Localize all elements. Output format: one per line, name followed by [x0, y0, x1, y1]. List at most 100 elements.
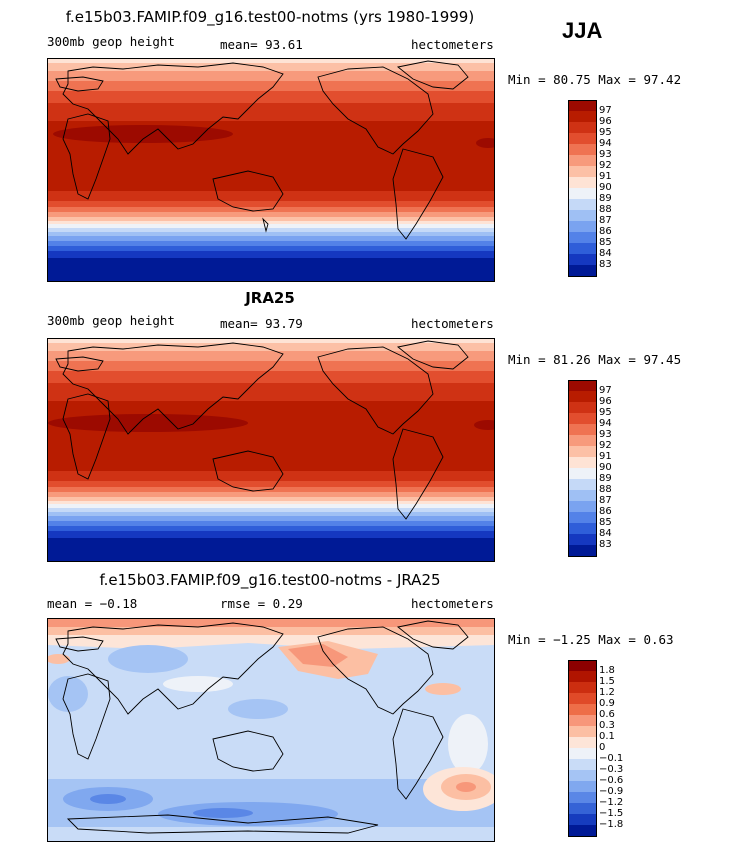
- panel-2-colorbar-label: 91: [599, 451, 612, 462]
- panel-1-title: f.e15b03.FAMIP.f09_g16.test00-notms (yrs…: [65, 8, 475, 26]
- panel-2-colorbar-label: 93: [599, 429, 612, 440]
- panel-2-colorbar-label: 86: [599, 506, 612, 517]
- panel-2-colorbar-swatch: [568, 380, 597, 392]
- panel-1-colorbar-label: 94: [599, 138, 612, 149]
- panel-3-mean-label: mean = −0.18: [47, 596, 138, 611]
- panel-3-colorbar-swatch: [568, 781, 597, 792]
- panel-2-colorbar-label: 85: [599, 517, 612, 528]
- panel-3-colorbar-label: 1.8: [599, 665, 615, 676]
- panel-3-colorbar-label: 0: [599, 742, 606, 753]
- panel-3-map: [47, 618, 495, 842]
- panel-3-colorbar-label: −0.9: [599, 786, 624, 797]
- panel-3-colorbar-label: −1.5: [599, 808, 624, 819]
- panel-1-map-field: [48, 59, 494, 281]
- panel-2-title: JRA25: [245, 289, 295, 307]
- panel-3-colorbar-swatch: [568, 660, 597, 672]
- panel-2-colorbar-swatch: [568, 413, 597, 424]
- panel-3-colorbar-swatch: [568, 715, 597, 726]
- panel-1-colorbar-swatch: [568, 122, 597, 133]
- panel-3-colorbar-label: 0.6: [599, 709, 615, 720]
- panel-1-colorbar-label: 92: [599, 160, 612, 171]
- panel-3-colorbar-swatch: [568, 748, 597, 759]
- panel-2-minmax: Min = 81.26 Max = 97.45: [508, 352, 682, 367]
- panel-1-map: [47, 58, 495, 282]
- panel-2-colorbar-label: 87: [599, 495, 612, 506]
- panel-1-colorbar-swatch: [568, 199, 597, 210]
- panel-3-colorbar-label: −0.6: [599, 775, 624, 786]
- panel-3-colorbar-label: 1.5: [599, 676, 615, 687]
- panel-3-colorbar-swatch: [568, 671, 597, 682]
- panel-3-colorbar-swatch: [568, 814, 597, 825]
- panel-3-colorbar-swatch: [568, 803, 597, 814]
- panel-2-colorbar-swatch: [568, 424, 597, 435]
- panel-1-colorbar-label: 84: [599, 248, 612, 259]
- panel-2-colorbar-label: 94: [599, 418, 612, 429]
- panel-1-colorbar-swatch: [568, 166, 597, 177]
- panel-1-colorbar-swatch: [568, 177, 597, 188]
- panel-3-map-field: [48, 619, 494, 841]
- panel-2-colorbar-label: 88: [599, 484, 612, 495]
- panel-2-colorbar-label: 84: [599, 528, 612, 539]
- panel-1-colorbar-swatch: [568, 265, 597, 277]
- panel-3-rmse-label: rmse = 0.29: [220, 596, 303, 611]
- panel-2-colorbar-swatch: [568, 512, 597, 523]
- panel-2-colorbar-swatch: [568, 523, 597, 534]
- panel-2-colorbar-swatch: [568, 391, 597, 402]
- panel-1-colorbar-swatch: [568, 144, 597, 155]
- panel-3-colorbar-swatch: [568, 770, 597, 781]
- panel-3-colorbar-swatch: [568, 682, 597, 693]
- panel-2-colorbar-label: 89: [599, 473, 612, 484]
- panel-1-colorbar-swatch: [568, 111, 597, 122]
- panel-3-colorbar-swatch: [568, 704, 597, 715]
- panel-2-colorbar-swatch: [568, 468, 597, 479]
- panel-2-colorbar-label: 90: [599, 462, 612, 473]
- panel-2-colorbar-label: 83: [599, 539, 612, 550]
- panel-1-colorbar-label: 83: [599, 259, 612, 270]
- panel-3-minmax: Min = −1.25 Max = 0.63: [508, 632, 674, 647]
- panel-1-colorbar-label: 95: [599, 127, 612, 138]
- panel-2-coastlines: [55, 340, 469, 520]
- panel-1-colorbar-swatch: [568, 221, 597, 232]
- panel-1-colorbar-label: 96: [599, 116, 612, 127]
- panel-1-minmax: Min = 80.75 Max = 97.42: [508, 72, 682, 87]
- panel-2-variable-label: 300mb geop height: [47, 313, 175, 328]
- panel-1-colorbar-swatch: [568, 100, 597, 111]
- panel-2-map-field: [48, 339, 494, 561]
- panel-3-units-label: hectometers: [411, 596, 494, 611]
- panel-2-colorbar-swatch: [568, 435, 597, 446]
- panel-1-colorbar-swatch: [568, 243, 597, 254]
- season-label: JJA: [562, 18, 603, 43]
- panel-1-colorbar-label: 97: [599, 105, 612, 116]
- panel-3-colorbar-swatch: [568, 825, 597, 837]
- panel-2-colorbar-label: 92: [599, 440, 612, 451]
- panel-1-colorbar-label: 90: [599, 182, 612, 193]
- panel-3-colorbar-swatch: [568, 759, 597, 770]
- panel-2-colorbar-swatch: [568, 534, 597, 545]
- panel-1-colorbar-label: 85: [599, 237, 612, 248]
- panel-2-colorbar-swatch: [568, 479, 597, 490]
- panel-3-colorbar-swatch: [568, 693, 597, 704]
- panel-1-colorbar-label: 88: [599, 204, 612, 215]
- panel-1-colorbar-swatch: [568, 232, 597, 243]
- panel-1-colorbar-swatch: [568, 254, 597, 265]
- panel-3-colorbar-label: 0.3: [599, 720, 615, 731]
- panel-3-colorbar-swatch: [568, 726, 597, 737]
- panel-2-colorbar-swatch: [568, 501, 597, 512]
- panel-2-map: [47, 338, 495, 562]
- panel-1-variable-label: 300mb geop height: [47, 34, 175, 49]
- panel-1-coastlines: [55, 60, 469, 240]
- panel-3-colorbar-swatch: [568, 737, 597, 748]
- panel-3-colorbar-label: −1.8: [599, 819, 624, 830]
- panel-1-colorbar-label: 89: [599, 193, 612, 204]
- panel-1-colorbar-swatch: [568, 133, 597, 144]
- panel-1-colorbar-top-edge: [568, 100, 597, 101]
- panel-1-units-label: hectometers: [411, 37, 494, 52]
- panel-3-colorbar-label: −0.1: [599, 753, 624, 764]
- panel-3-title: f.e15b03.FAMIP.f09_g16.test00-notms - JR…: [99, 571, 441, 589]
- panel-2-colorbar-swatch: [568, 545, 597, 557]
- panel-1-colorbar-swatch: [568, 188, 597, 199]
- panel-3-colorbar-label: −0.3: [599, 764, 624, 775]
- panel-1-colorbar-swatch: [568, 155, 597, 166]
- panel-1-mean-label: mean= 93.61: [220, 37, 303, 52]
- panel-2-colorbar-swatch: [568, 457, 597, 468]
